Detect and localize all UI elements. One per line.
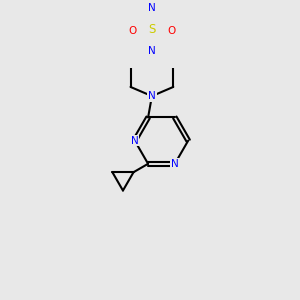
Text: N: N xyxy=(148,91,156,101)
Text: N: N xyxy=(171,159,179,169)
Text: O: O xyxy=(168,26,176,36)
Text: S: S xyxy=(148,23,156,36)
Text: O: O xyxy=(128,26,136,36)
Text: N: N xyxy=(131,136,139,146)
Text: N: N xyxy=(148,3,156,13)
Text: N: N xyxy=(148,46,156,56)
